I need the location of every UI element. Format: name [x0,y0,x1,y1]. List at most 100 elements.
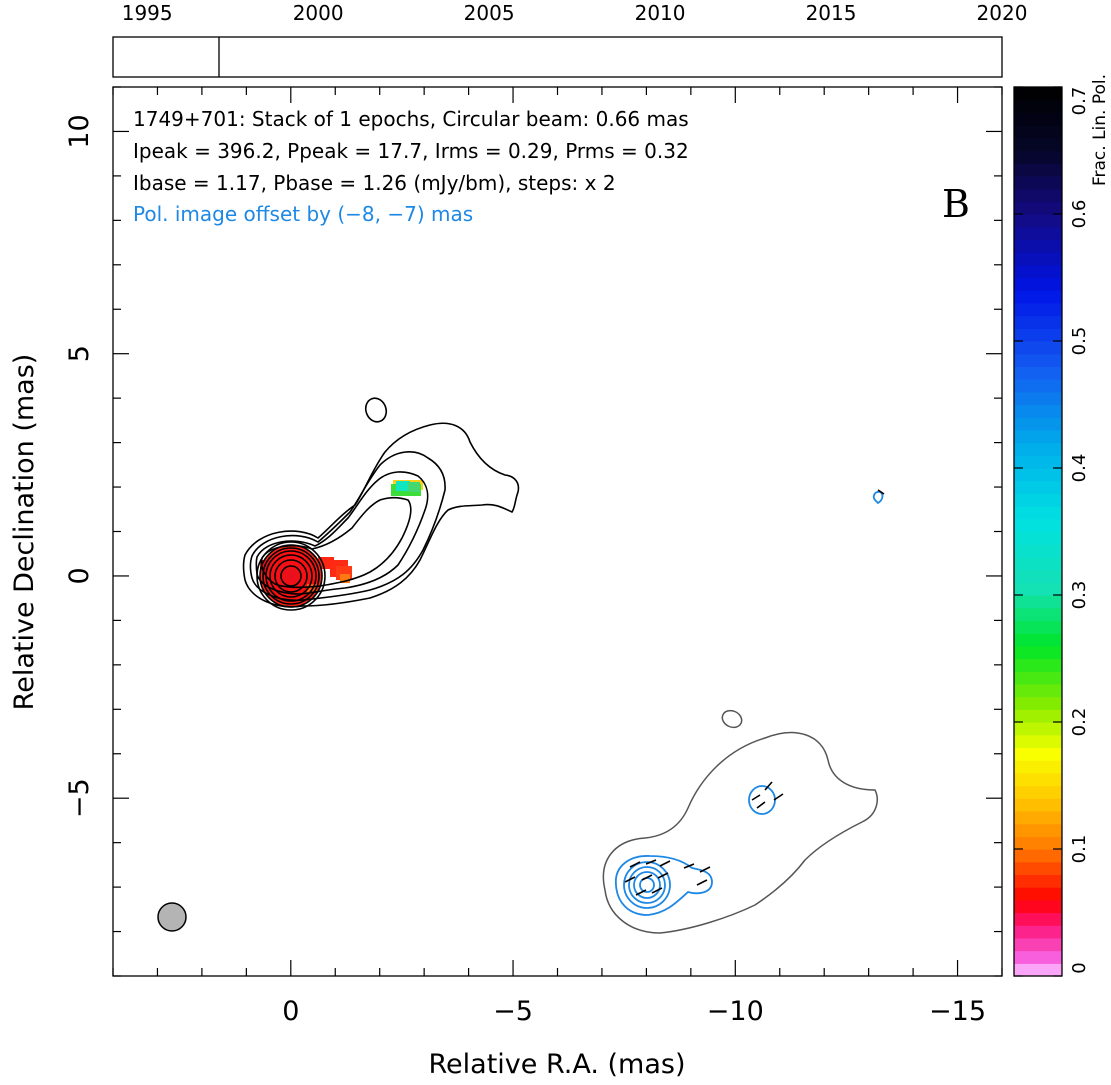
axis-tick-labels: 0 −5 −10 −15 −5 0 5 10 [64,114,986,1027]
colorbar-step [1014,252,1062,266]
colorbar-step [1014,785,1062,799]
evpa-tick [657,872,669,879]
timeline-frame [112,36,1003,78]
colorbar-step [1014,633,1062,647]
stokes-i-core-contour [280,565,302,587]
restoring-beam [157,902,187,932]
evpa-tick [699,866,711,873]
colorbar-step [1014,137,1062,152]
header-line-1: 1749+701: Stack of 1 epochs, Circular be… [133,107,689,131]
x-tick-label: 0 [282,996,299,1027]
colorbar-step [1014,493,1062,507]
evpa-tick [773,793,784,801]
colorbar-step [1014,214,1062,228]
evpa-tick [641,874,653,881]
colorbar-step [1014,747,1062,761]
colorbar-label: Frac. Lin. Pol. [1090,74,1110,186]
stokes-i-core-contour [262,547,320,605]
polarization-contours [615,490,884,916]
colorbar-step [1014,302,1062,317]
stokes-i-contour [249,451,446,602]
timeline-year-label: 2005 [464,1,515,25]
stokes-i-contour [260,496,412,589]
timeline-year-label: 1995 [122,1,173,25]
colorbar-step [1014,709,1062,723]
colorbar-step [1014,468,1062,482]
colorbar-step [1014,125,1062,139]
fracpol-pixel [396,481,410,491]
x-tick-label: −10 [707,996,764,1027]
x-axis-label: Relative R.A. (mas) [429,1049,686,1080]
evpa-tick [651,887,663,894]
colorbar-step [1014,823,1062,837]
y-tick-label: 10 [64,114,95,148]
colorbar-step [1014,353,1062,367]
colorbar-step [1014,188,1062,202]
stokes-i-core-contour [256,541,326,611]
fractional-polarization-pixels [260,480,423,607]
evpa-tick [624,876,636,883]
stokes-i-contour [255,471,429,595]
colorbar-step [1014,226,1062,240]
colorbar-tick-label: 0.1 [1069,835,1090,864]
timeline-year-label: 2020 [977,1,1028,25]
colorbar-gradient [1014,87,1062,977]
evpa-tick [877,489,885,495]
timeline-tick-labels: 1995 2000 2005 2010 2015 2020 [122,1,1028,25]
colorbar-step [1014,404,1062,418]
colorbar-step [1014,899,1062,914]
colorbar-step [1014,620,1062,634]
colorbar-step [1014,849,1062,863]
colorbar-step [1014,99,1062,113]
colorbar-step [1014,277,1062,291]
evpa-tick [645,859,657,865]
evpa-tick [683,863,695,869]
epoch-timeline: 1995 2000 2005 2010 2015 2020 [112,1,1028,78]
colorbar-step [1014,937,1062,952]
colorbar-step [1014,544,1062,558]
colorbar-step [1014,506,1062,520]
colorbar-step [1014,442,1062,456]
colorbar-step [1014,480,1062,494]
stokes-i-core-contour [265,550,317,602]
colorbar-step [1014,239,1062,253]
colorbar-step [1014,175,1062,190]
colorbar-ticks: 0 0.1 0.2 0.3 0.4 0.5 0.6 0.7 [1014,86,1090,977]
colorbar-step [1014,645,1062,660]
stokes-i-core-contour [269,554,313,598]
colorbar-step [1014,836,1062,850]
colorbar-tick-label: 0.6 [1069,200,1090,229]
colorbar-step [1014,912,1062,926]
colorbar-step [1014,315,1062,329]
colorbar-step [1014,379,1062,393]
x-tick-label: −15 [929,996,986,1027]
offset-intensity-island-contour [721,709,743,729]
map-content [157,397,885,934]
panel-label: B [942,182,970,226]
colorbar-tick-label: 0.3 [1069,581,1090,610]
axis-ticks [112,86,1003,977]
stokes-i-contours [242,397,520,611]
header-line-3: Ibase = 1.17, Pbase = 1.26 (mJy/bm), ste… [133,171,616,195]
stokes-i-core-contour [274,559,308,593]
colorbar-tick-label: 0.4 [1069,454,1090,483]
colorbar-step [1014,417,1062,431]
colorbar-step [1014,722,1062,736]
colorbar-step [1014,569,1062,583]
colorbar-step [1014,455,1062,469]
colorbar-step [1014,595,1062,609]
colorbar-step [1014,87,1062,101]
colorbar-step [1014,963,1062,977]
colorbar-step [1014,607,1062,621]
colorbar-step [1014,696,1062,710]
colorbar-tick-label: 0 [1069,962,1090,973]
colorbar-step [1014,810,1062,825]
timeline-year-label: 2010 [635,1,686,25]
offset-intensity-contours [602,709,878,934]
fractional-polarization-colorbar: 0 0.1 0.2 0.3 0.4 0.5 0.6 0.7 Frac. Lin. Pol. [1013,74,1110,977]
colorbar-step [1014,861,1062,875]
colorbar-step [1014,671,1062,685]
colorbar-step [1014,658,1062,672]
colorbar-step [1014,556,1062,571]
